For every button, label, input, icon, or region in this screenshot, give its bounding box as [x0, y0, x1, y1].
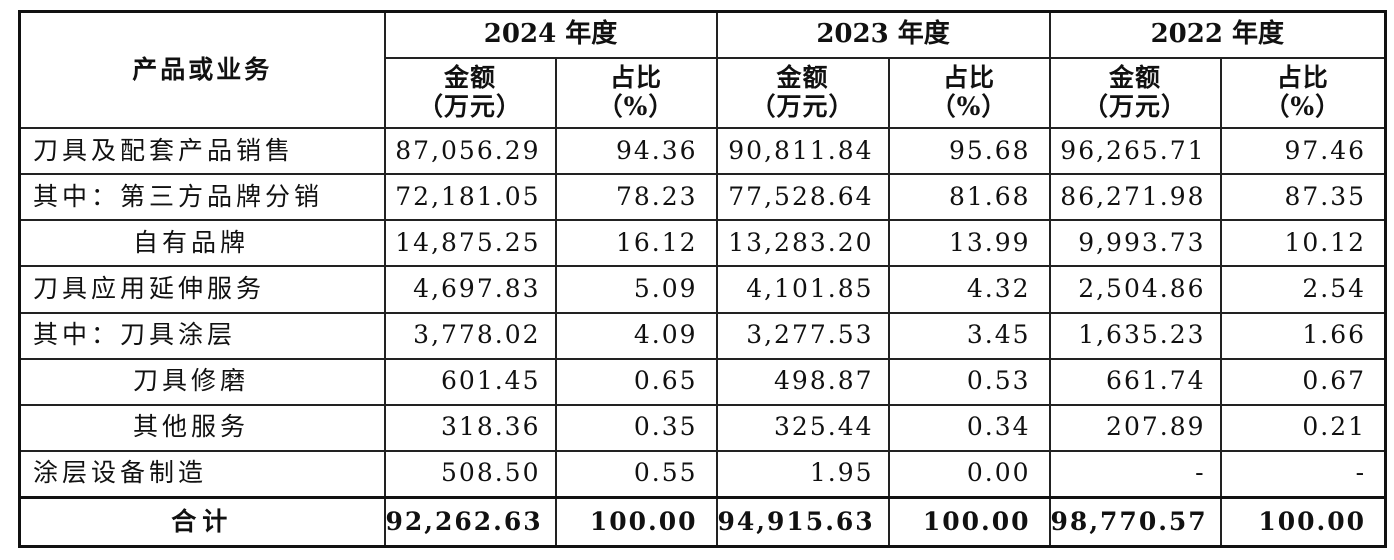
ratio-header: 占比 （%）	[554, 57, 718, 130]
total-ratio-cell: 100.00	[554, 495, 718, 548]
category-header: 产品或业务	[18, 10, 386, 130]
ratio-cell: 13.99	[887, 219, 1051, 268]
ratio-cell: 0.34	[887, 403, 1051, 452]
ratio-cell: 0.21	[1219, 403, 1387, 452]
ratio-cell: 4.09	[554, 311, 718, 360]
amount-cell: 3,277.53	[715, 311, 890, 360]
amount-cell: 325.44	[715, 403, 890, 452]
ratio-cell: 0.53	[887, 357, 1051, 406]
ratio-cell: 94.36	[554, 127, 718, 176]
amount-cell: 86,271.98	[1048, 173, 1222, 222]
table-row: 刀具及配套产品销售 87,056.29 94.36 90,811.84 95.6…	[18, 127, 1387, 176]
ratio-cell: 0.67	[1219, 357, 1387, 406]
table-row: 刀具修磨 601.45 0.65 498.87 0.53 661.74 0.67	[18, 357, 1387, 406]
total-label: 合计	[18, 495, 386, 548]
total-amount-cell: 94,915.63	[715, 495, 890, 548]
ratio-cell: -	[1219, 449, 1387, 499]
table-row: 其他服务 318.36 0.35 325.44 0.34 207.89 0.21	[18, 403, 1387, 452]
ratio-cell: 0.55	[554, 449, 718, 499]
ratio-header: 占比 （%）	[887, 57, 1051, 130]
row-label: 刀具修磨	[18, 357, 386, 406]
ratio-cell: 4.32	[887, 265, 1051, 314]
row-label: 其中：刀具涂层	[18, 311, 386, 360]
amount-header: 金额 （万元）	[715, 57, 890, 130]
year-header-2023: 2023 年度	[715, 10, 1051, 60]
revenue-by-product-table: 产品或业务 2024 年度 2023 年度 2022 年度 金额 （万元） 占比（…	[18, 10, 1388, 548]
amount-cell: 13,283.20	[715, 219, 890, 268]
year-header-2022: 2022 年度	[1048, 10, 1387, 60]
amount-cell: 508.50	[383, 449, 557, 499]
header-row-years: 产品或业务 2024 年度 2023 年度 2022 年度	[18, 10, 1387, 130]
ratio-cell: 3.45	[887, 311, 1051, 360]
ratio-cell: 0.35	[554, 403, 718, 452]
row-label: 自有品牌	[18, 219, 386, 268]
amount-cell: 1,635.23	[1048, 311, 1222, 360]
ratio-cell: 97.46	[1219, 127, 1387, 176]
ratio-cell: 10.12	[1219, 219, 1387, 268]
amount-cell: 498.87	[715, 357, 890, 406]
row-label: 刀具应用延伸服务	[18, 265, 386, 314]
amount-cell: 72,181.05	[383, 173, 557, 222]
table-row: 刀具应用延伸服务 4,697.83 5.09 4,101.85 4.32 2,5…	[18, 265, 1387, 314]
row-label: 涂层设备制造	[18, 449, 386, 499]
header-row-metrics: 金额 （万元） 占比 （%） 金额 （万元） 占比 （%） 金额 （万元） 占比 （%）	[20, 57, 1387, 130]
table-row: 其中：第三方品牌分销 72,181.05 78.23 77,528.64 81.…	[18, 173, 1387, 222]
revenue-table-container: 产品或业务 2024 年度 2023 年度 2022 年度 金额 （万元） 占比（…	[18, 10, 1388, 548]
table-row: 自有品牌 14,875.25 16.12 13,283.20 13.99 9,9…	[18, 219, 1387, 268]
ratio-cell: 2.54	[1219, 265, 1387, 314]
ratio-cell: 1.66	[1219, 311, 1387, 360]
ratio-header: 占比 （%）	[1219, 57, 1387, 130]
ratio-cell: 87.35	[1219, 173, 1387, 222]
amount-cell: 3,778.02	[383, 311, 557, 360]
total-ratio-cell: 100.00	[1219, 495, 1387, 548]
total-row: 合计 92,262.63 100.00 94,915.63 100.00 98,…	[18, 495, 1387, 548]
ratio-cell: 0.65	[554, 357, 718, 406]
amount-cell: 1.95	[715, 449, 890, 499]
total-amount-cell: 98,770.57	[1048, 495, 1222, 548]
amount-cell: 207.89	[1048, 403, 1222, 452]
row-label: 其中：第三方品牌分销	[18, 173, 386, 222]
amount-cell: 601.45	[383, 357, 557, 406]
amount-cell: 318.36	[383, 403, 557, 452]
amount-cell: 2,504.86	[1048, 265, 1222, 314]
amount-cell: -	[1048, 449, 1222, 499]
year-header-2024: 2024 年度	[383, 10, 718, 60]
ratio-cell: 78.23	[554, 173, 718, 222]
table-row: 涂层设备制造 508.50 0.55 1.95 0.00 - -	[18, 449, 1387, 499]
row-label: 刀具及配套产品销售	[18, 127, 386, 176]
total-ratio-cell: 100.00	[887, 495, 1051, 548]
total-amount-cell: 92,262.63	[383, 495, 557, 548]
ratio-cell: 81.68	[887, 173, 1051, 222]
row-label: 其他服务	[18, 403, 386, 452]
amount-cell: 90,811.84	[715, 127, 890, 176]
amount-header: 金额 （万元）	[1048, 57, 1222, 130]
ratio-cell: 95.68	[887, 127, 1051, 176]
amount-cell: 96,265.71	[1048, 127, 1222, 176]
amount-cell: 4,697.83	[383, 265, 557, 314]
amount-cell: 661.74	[1048, 357, 1222, 406]
ratio-cell: 16.12	[554, 219, 718, 268]
amount-cell: 77,528.64	[715, 173, 890, 222]
amount-cell: 14,875.25	[383, 219, 557, 268]
ratio-cell: 5.09	[554, 265, 718, 314]
amount-cell: 87,056.29	[383, 127, 557, 176]
ratio-cell: 0.00	[887, 449, 1051, 499]
table-row: 其中：刀具涂层 3,778.02 4.09 3,277.53 3.45 1,63…	[18, 311, 1387, 360]
amount-cell: 9,993.73	[1048, 219, 1222, 268]
amount-header: 金额 （万元）	[383, 57, 557, 130]
amount-cell: 4,101.85	[715, 265, 890, 314]
